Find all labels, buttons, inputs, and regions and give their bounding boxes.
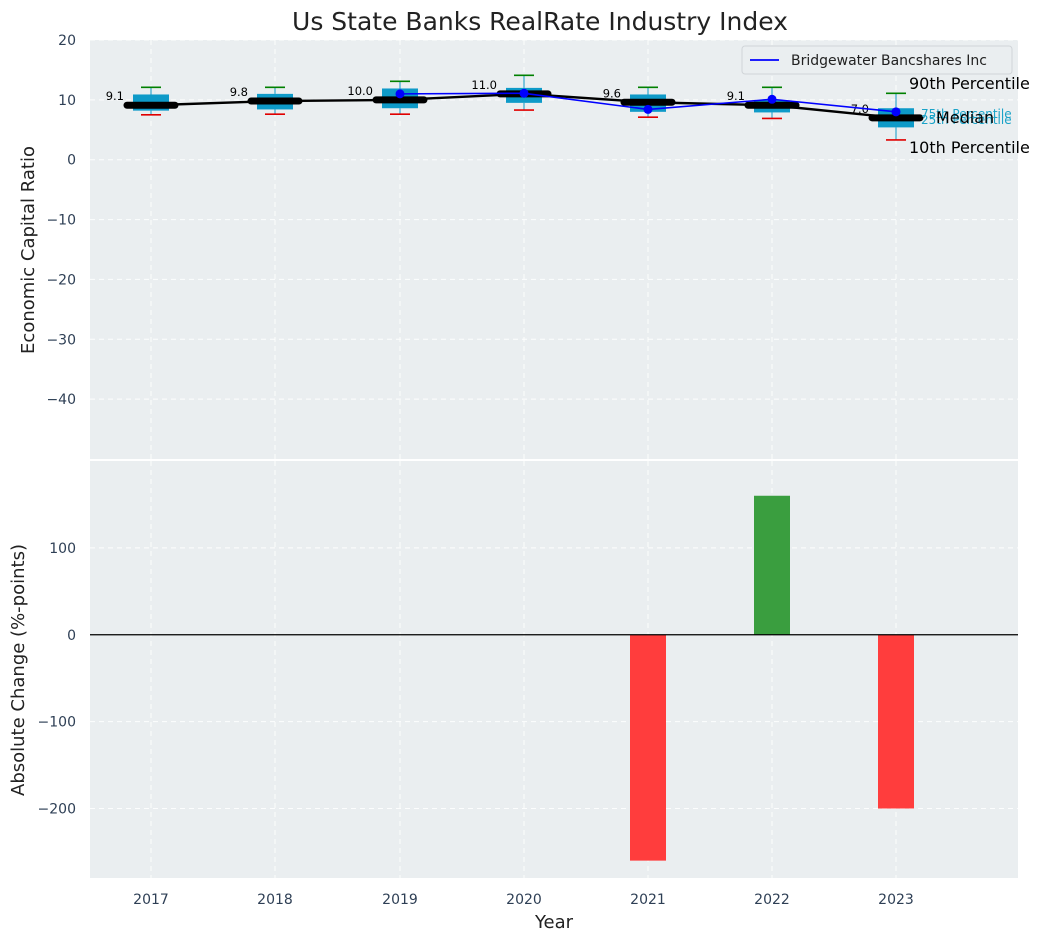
legend-label: Bridgewater Bancshares Inc <box>791 53 987 69</box>
company-point <box>643 104 653 114</box>
change-bar <box>878 634 914 809</box>
bottom-y-tick-label: 100 <box>49 541 76 557</box>
x-tick-label: 2018 <box>257 892 293 908</box>
top-y-tick-label: −10 <box>46 213 76 229</box>
top-y-tick-label: 0 <box>67 153 76 169</box>
bottom-plot: 100 0 −100 −200 2017 2018 2019 2020 2021 2022 2023 <box>38 461 1018 908</box>
median-value-label: 9.8 <box>230 85 248 99</box>
x-tick-label: 2020 <box>506 892 542 908</box>
bottom-y-axis-label: Absolute Change (%-points) <box>8 544 29 796</box>
annotation-p10: 10th Percentile <box>909 138 1030 157</box>
top-y-tick-label: 20 <box>58 33 76 49</box>
annotation-p75: 75th Percentile <box>921 107 1012 121</box>
change-bar <box>630 634 666 861</box>
chart-title: Us State Banks RealRate Industry Index <box>292 7 788 36</box>
bottom-y-tick-label: −200 <box>38 802 76 818</box>
top-y-tick-label: −20 <box>46 272 76 288</box>
legend-box <box>741 45 1013 75</box>
bottom-y-tick-label: 0 <box>67 628 76 644</box>
median-value-label: 9.6 <box>603 86 621 100</box>
legend: Bridgewater Bancshares Inc <box>741 45 1013 75</box>
company-point <box>395 89 405 99</box>
top-y-tick-label: −40 <box>46 392 76 408</box>
change-bar <box>754 495 790 635</box>
x-axis-label: Year <box>534 912 574 933</box>
top-y-tick-label: 10 <box>58 93 76 109</box>
company-point <box>767 94 777 104</box>
median-value-label: 11.0 <box>471 78 497 92</box>
top-y-axis-label: Economic Capital Ratio <box>18 146 39 354</box>
annotation-median: Median <box>936 108 994 127</box>
top-plot-background <box>90 40 1018 459</box>
x-tick-label: 2019 <box>382 892 418 908</box>
annotation-p90: 90th Percentile <box>909 74 1030 93</box>
annotation-p25: 25th Percentile <box>921 113 1012 127</box>
company-point <box>891 107 901 117</box>
median-value-label: 9.1 <box>727 89 745 103</box>
median-value-label: 10.0 <box>347 84 373 98</box>
median-value-label: 9.1 <box>106 89 124 103</box>
x-tick-label: 2022 <box>754 892 790 908</box>
bottom-y-tick-label: −100 <box>38 715 76 731</box>
x-tick-label: 2017 <box>133 892 169 908</box>
company-point <box>519 88 529 98</box>
x-tick-label: 2021 <box>630 892 666 908</box>
top-y-tick-label: −30 <box>46 332 76 348</box>
x-tick-label: 2023 <box>878 892 914 908</box>
